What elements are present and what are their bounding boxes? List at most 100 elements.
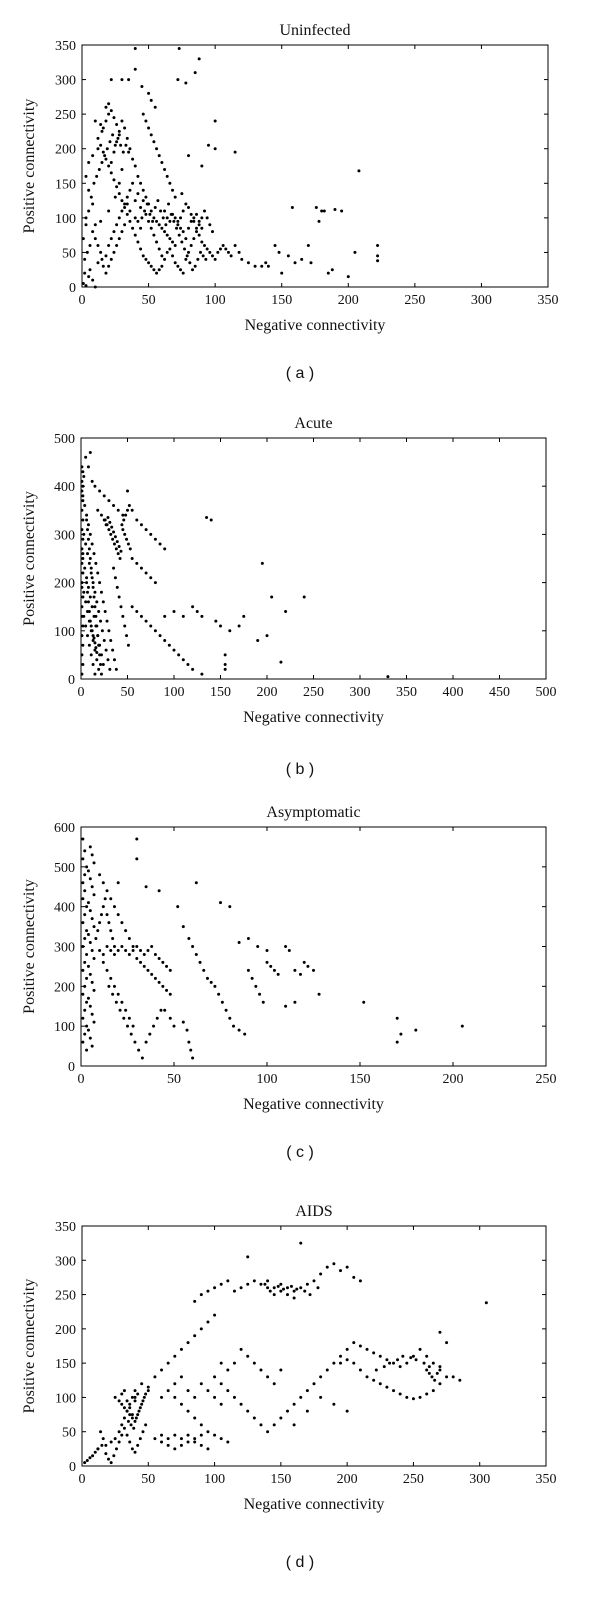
data-point <box>81 282 85 286</box>
x-tick-label: 250 <box>403 1472 424 1487</box>
data-point <box>165 964 169 968</box>
data-point <box>133 1040 137 1044</box>
data-point <box>84 600 88 604</box>
data-point <box>139 523 143 527</box>
data-point <box>105 968 109 972</box>
data-point <box>213 1313 217 1317</box>
data-point <box>113 1437 117 1441</box>
data-point <box>120 119 124 123</box>
x-tick-label: 250 <box>303 685 324 700</box>
data-point <box>183 247 187 251</box>
data-point <box>191 945 195 948</box>
data-point <box>168 181 172 185</box>
data-point <box>88 268 92 272</box>
data-point <box>199 1443 203 1447</box>
data-point <box>409 1356 413 1360</box>
data-point <box>160 1395 164 1399</box>
data-point <box>266 264 270 268</box>
data-point <box>86 537 90 541</box>
data-point <box>97 667 101 671</box>
y-tick-label: 300 <box>54 941 75 956</box>
data-point <box>299 1286 303 1290</box>
data-point <box>96 244 100 248</box>
data-point <box>160 226 164 230</box>
data-point <box>200 216 204 220</box>
data-point <box>131 157 135 161</box>
data-point <box>126 542 130 546</box>
data-point <box>85 250 89 254</box>
data-point <box>114 667 118 671</box>
data-point <box>202 244 206 248</box>
data-point <box>88 450 92 454</box>
data-point <box>232 1395 236 1399</box>
data-point <box>197 219 201 223</box>
data-point <box>306 244 310 248</box>
x-tick-label: 100 <box>164 685 185 700</box>
data-point <box>133 199 137 203</box>
data-point <box>86 523 90 527</box>
data-point <box>80 489 84 493</box>
data-point <box>99 590 103 594</box>
data-point <box>372 1351 376 1355</box>
chart-title: Asymptomatic <box>266 804 360 821</box>
data-point <box>208 250 212 254</box>
data-point <box>101 264 105 268</box>
data-point <box>113 576 117 580</box>
data-point <box>223 653 227 657</box>
data-point <box>81 537 85 541</box>
scatter-points <box>80 450 390 679</box>
data-point <box>120 523 124 527</box>
data-point <box>112 1454 116 1458</box>
data-point <box>425 1392 429 1396</box>
data-point <box>160 254 164 258</box>
data-point <box>151 219 155 223</box>
data-point <box>201 254 205 258</box>
data-point <box>89 624 93 628</box>
data-point <box>333 208 337 212</box>
data-point <box>179 1437 183 1441</box>
data-point <box>104 1452 108 1456</box>
data-point <box>92 552 96 556</box>
data-point <box>81 470 85 474</box>
data-point <box>149 98 153 102</box>
data-point <box>372 1378 376 1382</box>
data-point <box>122 1426 126 1430</box>
data-point <box>237 250 241 254</box>
data-point <box>81 837 85 841</box>
data-point <box>112 905 116 909</box>
data-point <box>150 945 154 948</box>
data-point <box>266 1286 270 1290</box>
data-point <box>123 532 127 536</box>
data-point <box>88 1456 92 1460</box>
data-point <box>152 268 156 272</box>
data-point <box>157 154 161 158</box>
data-point <box>438 1330 442 1334</box>
data-point <box>111 537 115 541</box>
data-point <box>90 948 94 952</box>
data-point <box>139 566 143 570</box>
data-point <box>90 917 94 921</box>
data-point <box>189 212 193 216</box>
data-point <box>284 610 288 614</box>
data-point <box>226 250 230 254</box>
data-point <box>120 1423 124 1427</box>
data-point <box>125 537 129 541</box>
data-point <box>168 1016 172 1020</box>
data-point <box>172 219 176 223</box>
data-point <box>179 1347 183 1351</box>
data-point <box>133 1450 137 1454</box>
data-point <box>91 634 95 638</box>
data-point <box>284 945 288 948</box>
data-point <box>144 1423 148 1427</box>
data-point <box>83 1032 87 1036</box>
data-point <box>252 1416 256 1420</box>
data-point <box>171 240 175 244</box>
data-point <box>193 1437 197 1441</box>
data-point <box>187 154 191 158</box>
data-point <box>176 78 180 82</box>
y-tick-label: 50 <box>62 246 76 261</box>
data-point <box>98 489 102 493</box>
data-point <box>126 489 129 493</box>
data-point <box>87 643 91 647</box>
data-point <box>125 202 129 206</box>
